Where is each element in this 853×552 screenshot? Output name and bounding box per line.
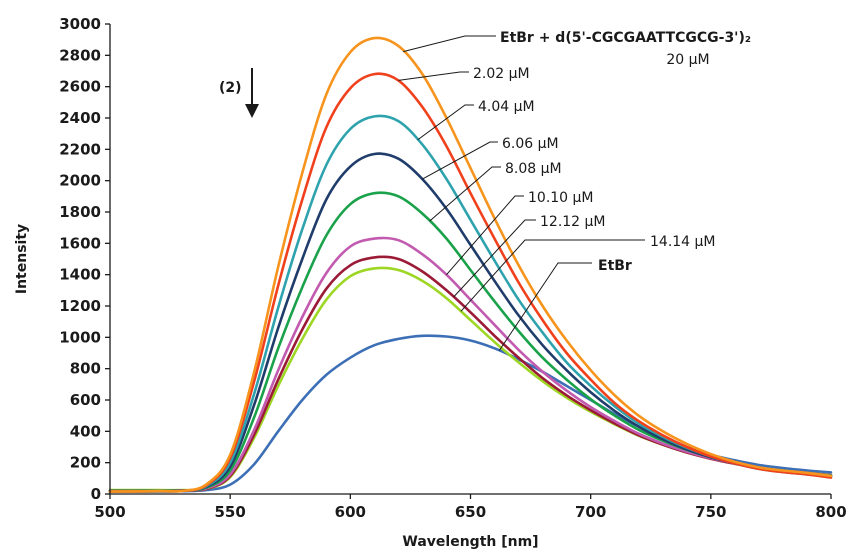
- curve-layer: [108, 36, 833, 493]
- y-tick-label: 2800: [59, 46, 101, 64]
- y-tick-label: 1000: [59, 328, 101, 346]
- y-tick-label: 800: [70, 360, 101, 378]
- y-tick-label: 0: [91, 485, 101, 503]
- x-tick-label: 800: [815, 503, 846, 521]
- series-label: 14.14 µM: [650, 234, 716, 250]
- y-tick-label: 2400: [59, 109, 101, 127]
- x-tick-label: 600: [335, 503, 366, 521]
- x-tick-label: 700: [575, 503, 606, 521]
- leader-line: [453, 219, 536, 298]
- leader-line: [460, 239, 645, 312]
- series-curve-6: [108, 255, 833, 493]
- x-tick-label: 750: [695, 503, 726, 521]
- y-tick-label: 3000: [59, 15, 101, 33]
- y-tick-label: 1800: [59, 203, 101, 221]
- x-tick-layer: 500 550 600 650 700 750 800: [94, 494, 847, 521]
- leader-line: [417, 104, 474, 141]
- series-curve-8: [108, 334, 833, 493]
- leader-line: [498, 262, 592, 351]
- series-label: 6.06 µM: [502, 136, 559, 152]
- x-axis-title: Wavelength [nm]: [402, 534, 538, 550]
- leader-line: [398, 71, 469, 81]
- concentration-label-20uM: 20 µM: [666, 52, 709, 68]
- y-tick-label: 200: [70, 454, 101, 472]
- arrow-head: [245, 104, 259, 118]
- leader-line: [403, 35, 496, 53]
- series-label: 12.12 µM: [540, 214, 606, 230]
- arrow-label: (2): [219, 80, 242, 96]
- y-tick-label: 2600: [59, 78, 101, 96]
- series-label: 8.08 µM: [505, 161, 562, 177]
- leader-line: [446, 195, 524, 276]
- y-tick-label: 1600: [59, 234, 101, 252]
- leader-line: [429, 166, 501, 222]
- y-tick-label: 400: [70, 422, 101, 440]
- series-curve-0: [108, 36, 833, 493]
- series-label: 10.10 µM: [528, 190, 594, 206]
- y-tick-label: 2200: [59, 140, 101, 158]
- down-arrow-icon: [245, 68, 259, 118]
- series-curve-1: [108, 72, 833, 493]
- leader-line: [422, 141, 498, 180]
- series-curve-3: [108, 152, 833, 493]
- y-axis-title: Intensity: [14, 224, 30, 294]
- series-label: 4.04 µM: [478, 99, 535, 115]
- y-tick-label: 1400: [59, 266, 101, 284]
- series-curve-5: [108, 236, 833, 493]
- series-label: 2.02 µM: [473, 66, 530, 82]
- series-label: EtBr + d(5'-CGCGAATTCGCG-3')₂: [500, 30, 751, 46]
- series-curve-2: [108, 114, 833, 493]
- y-tick-label: 600: [70, 391, 101, 409]
- x-tick-label: 500: [94, 503, 125, 521]
- y-tick-label: 2000: [59, 172, 101, 190]
- series-label: EtBr: [598, 258, 632, 274]
- x-tick-label: 650: [455, 503, 486, 521]
- y-tick-layer: 0 200 400 600 800 1000 1200 1400 1600 1800 2000 220…: [59, 15, 110, 503]
- x-tick-label: 550: [215, 503, 246, 521]
- y-tick-label: 1200: [59, 297, 101, 315]
- leader-layer: [398, 35, 645, 351]
- label-layer: EtBr + d(5'-CGCGAATTCGCG-3')₂ 2.02 µM 4.04…: [473, 30, 751, 274]
